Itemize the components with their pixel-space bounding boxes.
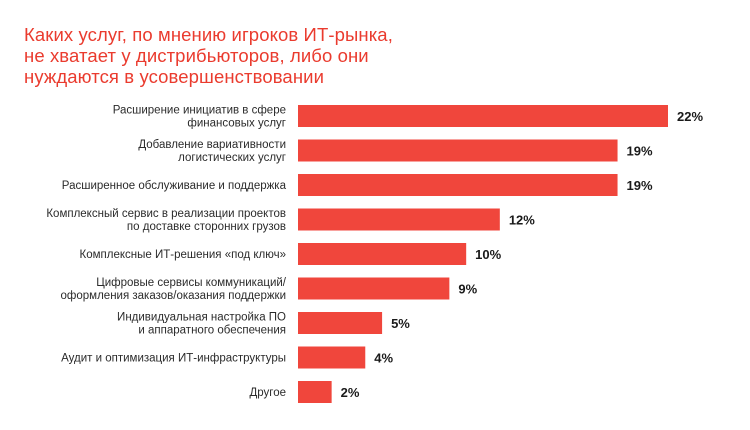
value-label-8: 4% — [374, 351, 393, 366]
value-label-5: 10% — [475, 247, 501, 262]
category-label-line: Другое — [249, 387, 286, 399]
bar-6 — [298, 277, 450, 300]
category-label-line: Индивидуальная настройка ПО — [117, 312, 286, 324]
bar-8 — [298, 346, 366, 369]
category-label-line: Аудит и оптимизация ИТ-инфраструктуры — [61, 353, 286, 365]
category-label-line: логистических услуг — [178, 152, 286, 164]
category-label-line: Цифровые сервисы коммуникаций/ — [96, 277, 287, 289]
category-label-5: Комплексные ИТ-решения «под ключ» — [80, 249, 286, 261]
category-label-6: Цифровые сервисы коммуникаций/оформления… — [61, 277, 287, 302]
bar-7 — [298, 312, 383, 334]
chart-title-line-2: не хватает у дистрибьюторов, либо они — [24, 45, 369, 66]
category-label-7: Индивидуальная настройка ПО и аппаратного… — [117, 312, 286, 337]
category-label-line: Комплексные ИТ-решения «под ключ» — [80, 249, 286, 261]
category-label-line: Расширенное обслуживание и поддержка — [62, 180, 287, 192]
category-label-line: Комплексный сервис в реализации проектов — [46, 208, 286, 220]
category-label-1: Расширение инициатив в сфере финансовых у… — [113, 105, 286, 130]
value-label-6: 9% — [458, 282, 477, 297]
category-label-line: финансовых услуг — [187, 118, 286, 130]
value-label-4: 12% — [509, 213, 535, 228]
value-label-7: 5% — [391, 316, 410, 331]
chart-title: Каких услуг, по мнению игроков ИТ-рынка,… — [24, 24, 584, 87]
category-label-9: Другое — [249, 387, 286, 399]
value-label-3: 19% — [627, 178, 653, 193]
category-label-line: Расширение инициатив в сфере — [113, 105, 286, 117]
category-label-2: Добавление вариативности логистических ус… — [138, 139, 286, 164]
bar-5 — [298, 243, 467, 265]
bar-2 — [298, 139, 618, 162]
bar-9 — [298, 381, 332, 403]
category-label-line: оформления заказов/оказания поддержки — [61, 290, 286, 302]
category-label-3: Расширенное обслуживание и поддержка — [62, 180, 287, 192]
category-label-line: по доставке сторонних грузов — [127, 221, 286, 233]
chart-title-line-1: Каких услуг, по мнению игроков ИТ-рынка, — [24, 24, 393, 45]
value-label-1: 22% — [677, 109, 703, 124]
category-label-8: Аудит и оптимизация ИТ-инфраструктуры — [61, 353, 286, 365]
bar-3 — [298, 174, 618, 196]
category-label-line: Добавление вариативности — [138, 139, 286, 151]
value-label-2: 19% — [627, 144, 653, 159]
value-label-9: 2% — [341, 385, 360, 400]
category-label-4: Комплексный сервис в реализации проектов… — [46, 208, 286, 233]
category-label-line: и аппаратного обеспечения — [138, 325, 286, 337]
bar-1 — [298, 105, 668, 127]
bar-4 — [298, 208, 500, 231]
chart-title-line-3: нуждаются в усовершенствовании — [24, 66, 325, 87]
